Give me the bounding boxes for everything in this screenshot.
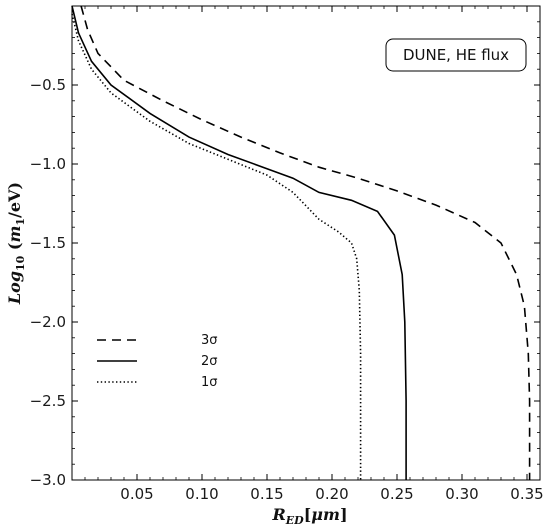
x-tick-label: 0.25	[380, 485, 413, 503]
x-tick-label: 0.15	[250, 485, 283, 503]
y-axis-title: Log10 (m1/eV)	[5, 182, 27, 305]
x-tick-label: 0.10	[185, 485, 218, 503]
annotation-box: DUNE, HE flux	[385, 38, 527, 72]
y-tick-label: −1.5	[30, 234, 66, 252]
plot-frame	[71, 5, 541, 481]
legend: 3σ 2σ 1σ	[97, 333, 218, 390]
x-tick-label: 0.35	[510, 485, 543, 503]
annotation-text: DUNE, HE flux	[403, 46, 509, 64]
x-tick-label: 0.30	[445, 485, 478, 503]
y-tick-label: −0.5	[30, 76, 66, 94]
series-layer	[71, 5, 531, 480]
x-axis-title: RED[μm]	[271, 505, 347, 527]
series-line-1	[80, 5, 531, 480]
y-tick-label: −3.0	[30, 471, 66, 489]
legend-label-1: 3σ	[201, 333, 218, 348]
x-tick-label: 0.05	[120, 485, 153, 503]
series-line-3	[71, 13, 362, 480]
y-tick-label: −1.0	[30, 155, 66, 173]
x-tick-label: 0.20	[315, 485, 348, 503]
legend-label-3: 1σ	[201, 375, 218, 390]
y-tick-label: −2.5	[30, 392, 66, 410]
y-axis-ticks: −0.5 −1.0 −1.5 −2.0 −2.5 −3.0	[30, 21, 540, 489]
series-line-2	[71, 5, 407, 480]
legend-label-2: 2σ	[201, 354, 218, 369]
y-tick-label: −2.0	[30, 313, 66, 331]
x-axis-ticks: 0.05 0.10 0.15 0.20 0.25 0.30 0.35	[84, 6, 544, 503]
